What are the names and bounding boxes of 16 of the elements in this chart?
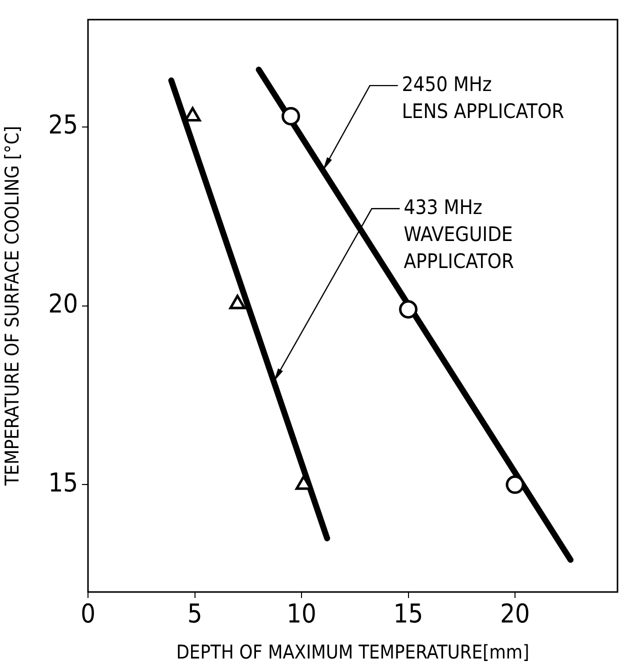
y-tick-label: 25 xyxy=(48,110,78,141)
y-tick-label: 20 xyxy=(48,290,78,320)
annotation: 433 MHz WAVEGUIDE APPLICATOR xyxy=(404,194,514,273)
point xyxy=(506,475,524,494)
x-tick-label: 5 xyxy=(187,599,202,630)
x-tick-label: 20 xyxy=(500,599,530,630)
point xyxy=(282,106,300,126)
x-axis-title: DEPTH OF MAXIMUM TEMPERATURE[mm] xyxy=(176,642,530,664)
x-tick-label: 10 xyxy=(286,599,316,630)
point xyxy=(399,300,418,319)
y-tick-label: 15 xyxy=(48,468,78,498)
x-tick-label: 0 xyxy=(80,599,96,630)
y-axis-title: TEMPERATURE OF SURFACE COOLING [°C] xyxy=(1,126,24,487)
annotation: 2450 MHz LENS APPLICATOR xyxy=(402,72,564,123)
point xyxy=(229,294,246,310)
x-tick-label: 15 xyxy=(393,599,424,630)
